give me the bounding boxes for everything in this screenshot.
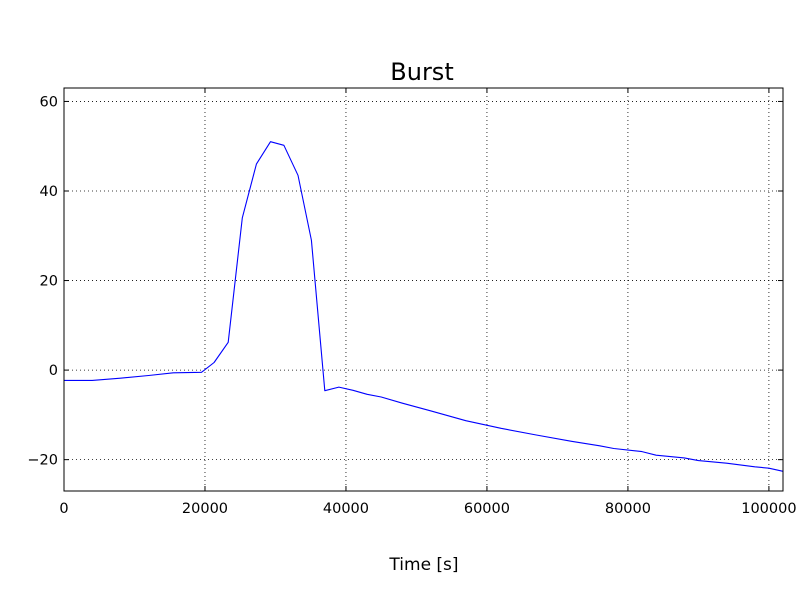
ticks: 0 20000 40000 60000 80000 100000 −20 0 20 40 60 [27, 88, 797, 517]
y-tick-label: 0 [49, 363, 58, 379]
y-tick-label: 20 [40, 274, 58, 290]
x-tick-label: 40000 [323, 501, 369, 517]
plot-frame [63, 87, 784, 492]
y-tick-label: −20 [27, 453, 58, 469]
x-tick-label: 20000 [182, 501, 228, 517]
series-line [64, 141, 784, 472]
x-axis-label: Time [s] [388, 555, 458, 575]
series-layer [64, 141, 784, 472]
y-tick-label: 40 [40, 184, 58, 200]
x-tick-label: 0 [59, 501, 68, 517]
x-tick-label: 80000 [605, 501, 651, 517]
x-tick-label: 100000 [741, 501, 796, 517]
x-tick-label: 60000 [464, 501, 510, 517]
grid [64, 88, 783, 491]
chart-title: Burst [390, 58, 453, 86]
y-tick-label: 60 [40, 94, 58, 110]
